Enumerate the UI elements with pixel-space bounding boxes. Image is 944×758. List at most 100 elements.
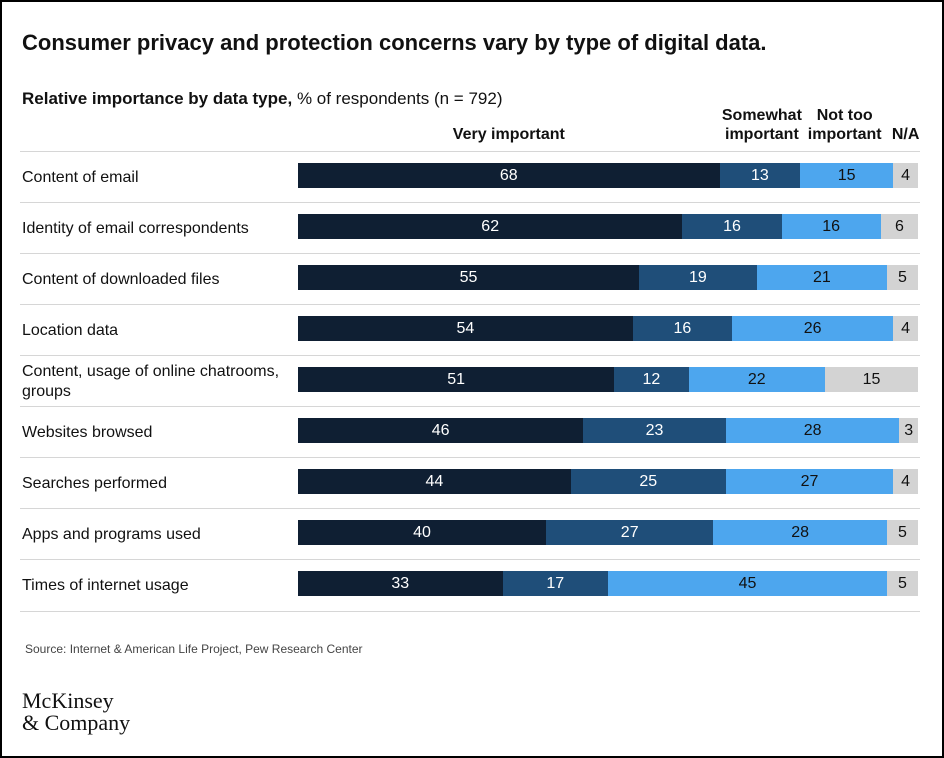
category-label: Websites browsed [22,423,153,441]
category-label: Location data [22,321,119,339]
chart-subtitle: Relative importance by data type, % of r… [22,89,502,109]
bar-segment-na: 4 [893,163,918,188]
bar-segment-na: 6 [880,214,918,239]
category-label: Content of email [22,168,139,186]
data-label: 44 [425,472,444,490]
bar-segment-very-important: 68 [298,163,720,188]
data-label: 16 [822,217,841,235]
chart-row: Searches performed 44 25 27 4 [20,457,920,509]
bar-segment-na: 5 [887,571,918,596]
legend-somewhat-important: Somewhat important [716,106,808,144]
data-label: 25 [639,472,658,490]
data-label: 4 [901,472,911,490]
bar-segment-na: 4 [893,469,918,494]
data-label: 3 [904,421,914,439]
data-label: 12 [642,370,661,388]
bar-segment-na: 5 [887,265,918,290]
logo-line2: & Company [22,710,131,735]
data-label: 16 [673,319,692,337]
data-label: 5 [898,574,907,592]
bar-segment-somewhat-important: 13 [719,163,801,188]
bar-segment-not-too-important: 15 [800,163,894,188]
mckinsey-logo: McKinsey & Company [22,690,130,734]
chart-row: Content, usage of online chatrooms, grou… [20,355,920,407]
bar-segment-somewhat-important: 16 [682,214,782,239]
data-label: 33 [391,574,410,592]
bar-segment-very-important: 55 [298,265,639,290]
data-label: 5 [898,523,907,541]
chart-title: Consumer privacy and protection concerns… [22,30,767,55]
data-label: 17 [546,574,565,592]
source-note: Source: Internet & American Life Project… [25,642,363,656]
data-label: 62 [481,217,500,235]
bar-segment-somewhat-important: 17 [502,571,608,596]
category-label: Content, usage of online chatrooms, grou… [22,362,280,400]
legend-na: N/A [891,126,920,143]
data-label: 51 [447,370,465,388]
legend-not-too-line1: Not too [816,107,873,124]
legend-not-too-important: Not too important [805,106,885,144]
bar-segment-not-too-important: 21 [756,265,887,290]
bar-segment-not-too-important: 26 [732,316,894,341]
bar-segment-very-important: 51 [298,367,615,392]
bar-segment-not-too-important: 16 [781,214,881,239]
bar-segment-na: 3 [899,418,918,443]
bar-segment-somewhat-important: 27 [546,520,714,545]
data-label: 27 [800,472,819,490]
data-label: 21 [812,268,831,286]
chart-row: Apps and programs used 40 27 28 5 [20,508,920,560]
data-label: 6 [894,217,904,235]
bar-segment-na: 4 [893,316,918,341]
bar-segment-somewhat-important: 12 [614,367,689,392]
chart-row: Content of email 68 13 15 4 [20,151,920,203]
data-label: 28 [803,421,822,439]
bar-segment-na: 5 [887,520,918,545]
legend-very-important: Very important [452,126,565,143]
bar-segment-somewhat-important: 23 [583,418,726,443]
data-label: 26 [803,319,822,337]
bar-segment-not-too-important: 27 [725,469,894,494]
data-label: 4 [901,319,911,337]
legend-somewhat-line2: important [725,126,799,143]
data-label: 46 [431,421,450,439]
bar-segment-not-too-important: 28 [725,418,900,443]
bar-segment-not-too-important: 22 [688,367,825,392]
data-label: 5 [898,268,907,286]
subtitle-normal: % of respondents (n = 792) [296,89,503,108]
category-label: Times of internet usage [22,576,189,594]
category-label: Apps and programs used [22,525,201,543]
bar-segment-somewhat-important: 19 [639,265,757,290]
data-label: 23 [645,421,664,439]
data-label: 40 [413,523,431,541]
logo-line1: McKinsey [22,688,114,713]
legend-not-too-line2: important [807,126,882,143]
category-label: Content of downloaded files [22,270,220,288]
data-label: 55 [459,268,478,286]
data-label: 16 [723,217,741,235]
data-label: 45 [738,574,757,592]
data-label: 15 [837,166,856,184]
bar-segment-not-too-important: 45 [608,571,887,596]
data-label: 54 [456,319,475,337]
bar-segment-very-important: 46 [298,418,584,443]
chart-row: Websites browsed 46 23 28 3 [20,406,920,458]
bar-segment-very-important: 54 [298,316,633,341]
bar-segment-very-important: 44 [298,469,571,494]
data-label: 4 [901,166,911,184]
chart-row: Times of internet usage 33 17 45 5 [20,559,920,612]
category-label: Searches performed [22,474,167,492]
subtitle-bold: Relative importance by data type, [22,89,293,108]
bar-segment-not-too-important: 28 [713,520,887,545]
chart-row: Location data 54 16 26 4 [20,304,920,356]
bar-segment-somewhat-important: 16 [632,316,732,341]
data-label: 13 [750,166,769,184]
chart-row: Identity of email correspondents 62 16 16 6 [20,202,920,254]
data-label: 28 [791,523,810,541]
data-label: 22 [747,370,766,388]
data-label: 15 [862,370,881,388]
bar-segment-very-important: 40 [298,520,546,545]
category-label: Identity of email correspondents [22,219,249,237]
bar-segment-very-important: 62 [298,214,683,239]
bar-segment-somewhat-important: 25 [570,469,726,494]
bar-segment-very-important: 33 [298,571,503,596]
